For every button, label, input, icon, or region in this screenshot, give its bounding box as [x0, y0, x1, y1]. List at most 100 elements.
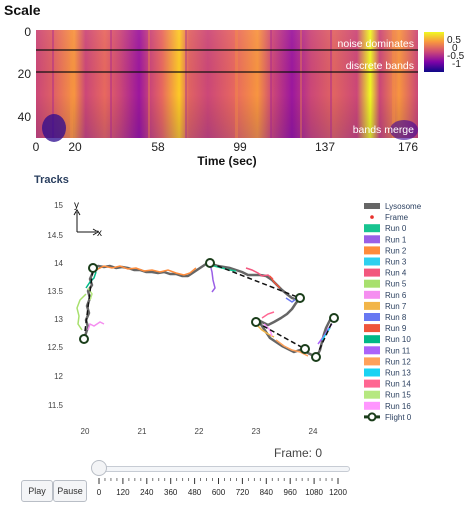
colorbar-tick: -1 [452, 59, 461, 70]
legend-swatch [364, 235, 380, 244]
legend-flight-marker [364, 412, 380, 422]
legend-label: Run 3 [385, 258, 407, 267]
legend-item[interactable]: Run 8 [364, 313, 407, 322]
heatmap-shade [36, 30, 418, 138]
legend-item[interactable]: Run 15 [364, 390, 411, 400]
tracks-y-tick: 13 [54, 315, 63, 324]
frame-readout: Frame: 0 [274, 446, 323, 460]
legend-item[interactable]: Run 10 [364, 335, 411, 344]
tracks-y-tick: 12 [54, 372, 63, 381]
legend-label: Run 7 [385, 302, 407, 311]
legend-swatch [364, 357, 380, 366]
tracks-x-tick: 21 [138, 427, 147, 436]
legend-swatch [364, 368, 380, 377]
band-label: noise dominates [338, 38, 414, 50]
slider-tick-label: 0 [97, 488, 102, 497]
frame-slider-handle[interactable] [91, 460, 107, 476]
heatmap-x-tick: 0 [33, 140, 40, 154]
flight-0-markers [79, 258, 339, 362]
legend-swatch [364, 246, 380, 255]
flight-node [311, 352, 321, 362]
heatmap-low-region [390, 120, 418, 140]
axis-orientation-indicator: y x [73, 200, 102, 239]
legend-label: Run 11 [385, 346, 411, 355]
tracks-y-tick: 12.5 [47, 343, 63, 352]
tracks-y-tick: 14.5 [47, 231, 63, 240]
legend-label: Flight 0 [385, 413, 412, 422]
legend-label: Run 4 [385, 269, 407, 278]
legend-label: Run 14 [385, 380, 411, 389]
legend-label: Run 5 [385, 280, 407, 289]
frame-slider-track[interactable] [98, 466, 350, 472]
orientation-x-label: x [97, 228, 102, 239]
legend-swatch [364, 346, 380, 355]
legend-swatch [364, 390, 380, 399]
flight-node [88, 263, 98, 273]
legend-item[interactable]: Run 1 [364, 235, 407, 244]
legend-item[interactable]: Run 14 [364, 379, 411, 389]
legend-swatch [364, 268, 380, 277]
colorbar-tick: -0.5 [447, 51, 465, 62]
flight-node [205, 258, 215, 268]
lysosome-trajectory [82, 262, 335, 360]
legend-swatch [364, 224, 380, 233]
legend-item[interactable]: Run 7 [364, 301, 407, 311]
colorbar-tick: 0 [452, 43, 458, 54]
run-8-track [285, 297, 297, 303]
legend-item[interactable]: Run 9 [364, 324, 407, 333]
legend-label: Run 10 [385, 335, 411, 344]
legend-item[interactable]: Run 11 [364, 346, 411, 355]
heatmap-y-tick: 40 [18, 110, 32, 124]
orientation-y-label: y [74, 200, 79, 211]
legend-item[interactable]: Run 0 [364, 224, 407, 233]
legend-swatch [364, 335, 380, 344]
legend-swatch [364, 290, 380, 299]
slider-tick-label: 480 [188, 488, 202, 497]
legend-label: Run 13 [385, 369, 411, 378]
tracks-x-tick: 20 [81, 427, 90, 436]
legend-item[interactable]: Run 3 [364, 257, 407, 267]
run-9-track [269, 275, 281, 289]
band-label: bands merge [353, 124, 414, 136]
tracks-plot[interactable]: 15 14.5 14 13.5 13 12.5 12 11.5 20 21 22… [0, 0, 472, 445]
run-5-track [76, 293, 87, 331]
pause-button[interactable]: Pause [53, 480, 87, 502]
legend-item[interactable]: Frame [370, 213, 409, 222]
heatmap-x-tick: 99 [233, 140, 247, 154]
band-label: discrete bands [346, 60, 414, 72]
flight-node [300, 344, 310, 354]
heatmap-x-tick: 58 [151, 140, 165, 154]
play-button[interactable]: Play [21, 480, 53, 502]
legend-item[interactable]: Flight 0 [364, 412, 412, 422]
tracks-x-tick: 22 [195, 427, 204, 436]
run-2-track [95, 265, 197, 276]
run-7-track [254, 322, 275, 338]
slider-tick-label: 1200 [329, 488, 347, 497]
run-14-track [261, 311, 275, 319]
tracks-legend: Lysosome Frame Run 0 Run 1 Run 2 Run 3 Run 4 Ru… [364, 202, 422, 422]
scale-heatmap-chart[interactable]: noise dominates discrete bands bands mer… [0, 0, 472, 170]
colorbar [424, 32, 444, 72]
legend-item[interactable]: Run 2 [364, 246, 407, 255]
legend-swatch [364, 301, 380, 310]
tracks-y-tick: 15 [54, 201, 63, 210]
legend-item[interactable]: Run 12 [364, 357, 411, 366]
legend-item[interactable]: Run 5 [364, 279, 407, 289]
heatmap-x-tick: 176 [398, 140, 418, 154]
legend-label: Run 1 [385, 235, 407, 244]
slider-tick-label: 360 [164, 488, 178, 497]
tracks-panel-title: Tracks [34, 174, 69, 186]
legend-label: Run 12 [385, 357, 411, 366]
heatmap-x-tick: 137 [315, 140, 335, 154]
legend-item[interactable]: Run 16 [364, 401, 411, 411]
legend-item[interactable]: Run 6 [364, 290, 407, 300]
heatmap-y-tick: 20 [18, 67, 32, 81]
legend-item[interactable]: Run 4 [364, 268, 407, 278]
legend-item[interactable]: Run 13 [364, 368, 411, 378]
run-1-track [209, 263, 216, 293]
tracks-x-tick: 23 [252, 427, 261, 436]
legend-item[interactable]: Lysosome [364, 202, 422, 211]
heatmap-low-region [42, 114, 66, 142]
heatmap-streaks [52, 30, 395, 138]
flight-node [79, 334, 89, 344]
